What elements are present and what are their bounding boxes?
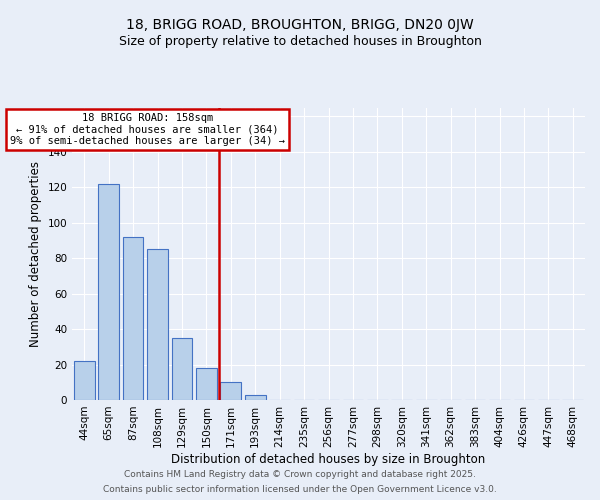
Text: Size of property relative to detached houses in Broughton: Size of property relative to detached ho… (119, 35, 481, 48)
Bar (122, 237, 143, 400)
Text: 18 BRIGG ROAD: 158sqm
← 91% of detached houses are smaller (364)
9% of semi-deta: 18 BRIGG ROAD: 158sqm ← 91% of detached … (10, 113, 285, 146)
Bar (98, 184, 119, 400)
Bar (196, 368, 217, 400)
Bar (220, 382, 241, 400)
Bar (74, 361, 95, 400)
Y-axis label: Number of detached properties: Number of detached properties (29, 161, 42, 347)
X-axis label: Distribution of detached houses by size in Broughton: Distribution of detached houses by size … (172, 452, 485, 466)
Bar (172, 338, 193, 400)
Text: Contains public sector information licensed under the Open Government Licence v3: Contains public sector information licen… (103, 485, 497, 494)
Text: 18, BRIGG ROAD, BROUGHTON, BRIGG, DN20 0JW: 18, BRIGG ROAD, BROUGHTON, BRIGG, DN20 0… (126, 18, 474, 32)
Bar (245, 394, 266, 400)
Text: Contains HM Land Registry data © Crown copyright and database right 2025.: Contains HM Land Registry data © Crown c… (124, 470, 476, 479)
Bar (147, 250, 168, 400)
